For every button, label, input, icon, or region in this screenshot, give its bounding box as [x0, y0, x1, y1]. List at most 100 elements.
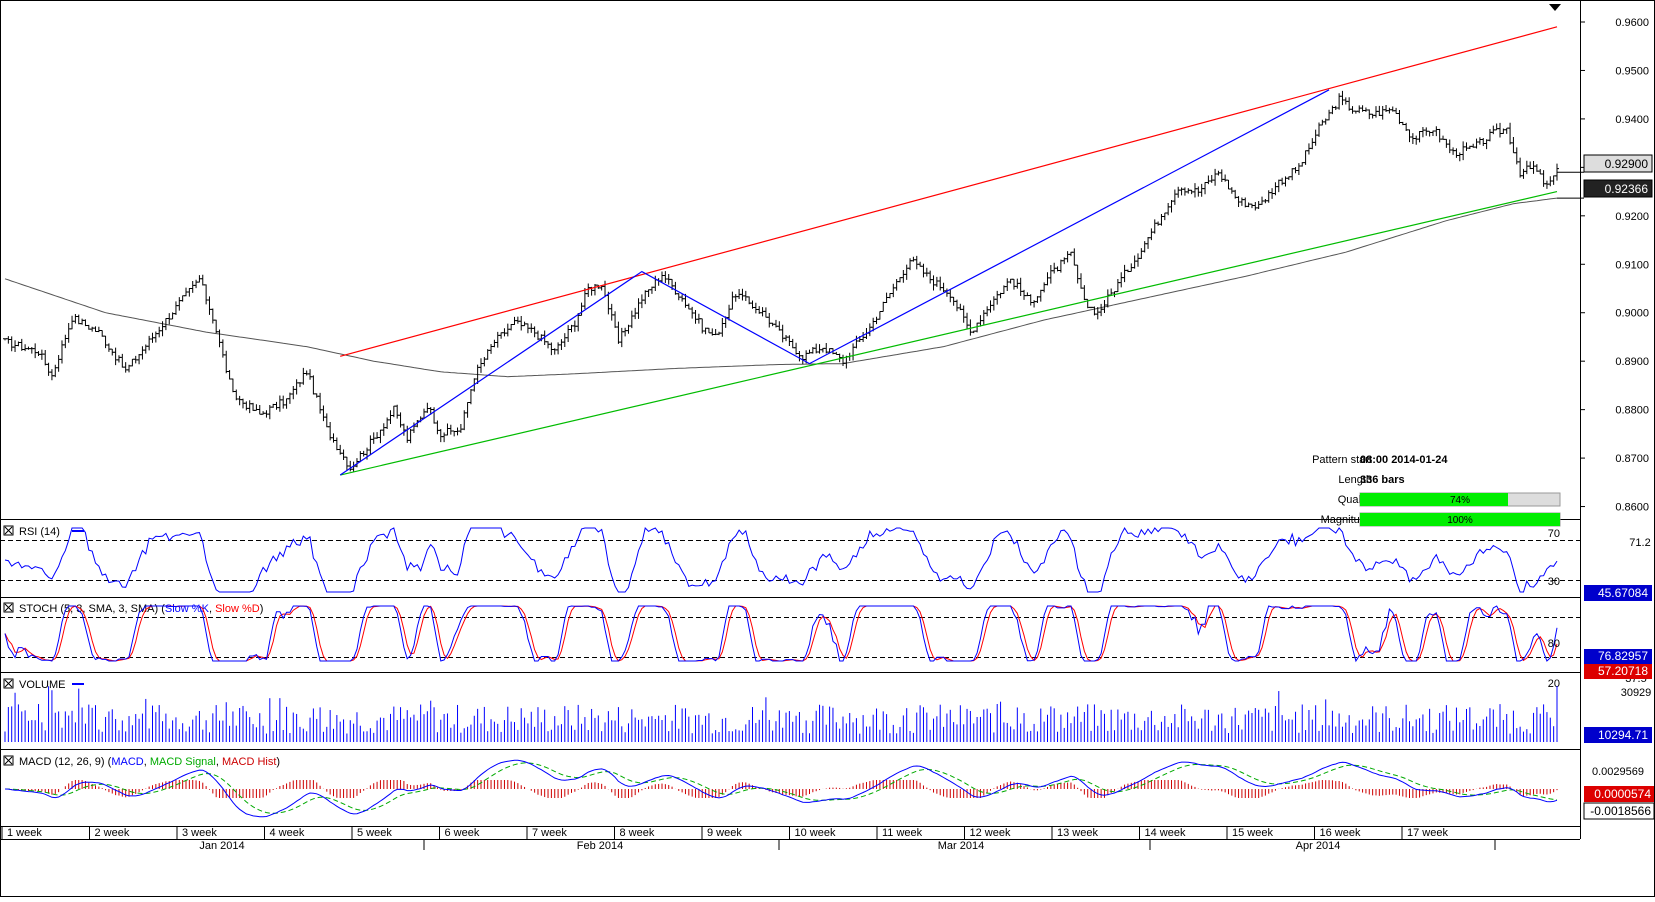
price-bar: [1149, 228, 1154, 241]
price-bar: [1139, 248, 1144, 259]
price-bar: [623, 327, 628, 337]
price-bar: [663, 271, 668, 284]
stoch-d-value-tag: [1584, 664, 1652, 679]
price-bar: [63, 334, 68, 349]
volume-title: VOLUME: [19, 679, 65, 691]
price-bar: [284, 398, 289, 409]
price-bar: [76, 314, 81, 325]
price-bar: [388, 410, 393, 424]
price-bar: [519, 315, 524, 331]
price-bar: [965, 312, 970, 330]
scroll-arrow-icon[interactable]: [1549, 4, 1561, 11]
price-bar: [465, 402, 470, 418]
price-bar: [1159, 213, 1164, 226]
price-bar: [1156, 221, 1161, 226]
rsi-level-mid-label: 71.2: [1629, 537, 1650, 549]
price-bar: [120, 353, 125, 368]
price-bar: [1337, 93, 1342, 110]
price-bar: [1320, 119, 1325, 126]
price-bar: [552, 348, 557, 355]
price-bar: [53, 364, 58, 378]
price-bar: [505, 323, 510, 337]
price-bar: [49, 369, 54, 381]
price-bar: [1196, 186, 1201, 197]
price-bar: [1082, 285, 1087, 301]
price-bar: [314, 393, 319, 398]
price-bar: [251, 402, 256, 411]
price-bar: [559, 339, 564, 350]
macd-hist-label: MACD Hist: [222, 756, 276, 768]
price-bar: [1065, 251, 1070, 263]
price-bar: [378, 429, 383, 444]
stoch-d-value: 57.20718: [1598, 664, 1648, 678]
volume-value: 10294.71: [1598, 728, 1648, 742]
price-bar: [274, 401, 279, 410]
price-bar: [991, 296, 996, 311]
price-bar: [1172, 189, 1177, 205]
price-bar: [308, 369, 313, 380]
price-bar: [73, 314, 78, 324]
macd-histogram: [7, 780, 1558, 798]
stoch-title: STOCH (5, 3, SMA, 3, SMA) (Slow %K, Slow…: [19, 603, 263, 615]
month-label: Mar 2014: [938, 840, 984, 852]
month-label: Apr 2014: [1296, 840, 1341, 852]
price-bar: [445, 423, 450, 436]
month-label: Jan 2014: [199, 840, 244, 852]
price-bar: [33, 343, 38, 359]
price-tick-label: 0.9200: [1615, 211, 1649, 223]
pattern-info: Pattern start 08:00 2014-01-24 Length 33…: [1312, 454, 1561, 527]
price-bar: [981, 309, 986, 325]
price-bar: [1072, 248, 1077, 266]
price-bar: [281, 395, 286, 409]
price-bar: [794, 342, 799, 355]
price-bar: [753, 302, 758, 314]
price-bar: [36, 351, 41, 356]
week-label: 11 week: [882, 827, 923, 839]
price-bar: [244, 401, 249, 411]
price-bar: [1219, 169, 1224, 183]
price-bar: [1340, 90, 1345, 106]
price-bar: [740, 288, 745, 301]
price-bar: [495, 331, 500, 348]
price-bar: [96, 326, 101, 333]
price-bar: [435, 420, 440, 435]
price-bar: [468, 389, 473, 405]
stoch-level-high-label: 80: [1548, 638, 1560, 650]
price-bar: [908, 258, 913, 271]
price-bar: [680, 294, 685, 302]
price-bar: [1387, 107, 1392, 114]
price-bar: [277, 395, 282, 412]
price-bar: [603, 280, 608, 298]
price-bar: [344, 456, 349, 471]
price-bar: [693, 309, 698, 324]
price-bar: [1417, 130, 1422, 143]
price-bar: [881, 301, 886, 313]
price-bar: [291, 385, 296, 400]
rsi-line: [4, 526, 1558, 593]
price-bar: [549, 342, 554, 356]
price-bar: [562, 333, 567, 348]
close-icon: [4, 603, 13, 612]
rsi-panel: RSI (14) 70 71.2 30 45.67084: [0, 525, 1652, 601]
pattern-start-label: Pattern start: [1312, 454, 1372, 466]
macd-title: MACD (12, 26, 9) (MACD, MACD Signal, MAC…: [19, 756, 280, 768]
price-bar: [311, 375, 316, 395]
price-bar: [592, 284, 597, 296]
stoch-k-line: [4, 605, 1558, 663]
price-bar: [730, 291, 735, 310]
price-bar: [1192, 183, 1197, 198]
price-bar: [1521, 168, 1526, 179]
price-bar: [207, 296, 212, 315]
price-bar: [157, 326, 162, 338]
price-bar: [1152, 219, 1157, 234]
price-bar: [1551, 175, 1556, 185]
price-bar: [294, 379, 299, 395]
price-bar: [1132, 255, 1137, 269]
price-bar: [877, 311, 882, 320]
price-bar: [1347, 97, 1352, 111]
price-bar: [1306, 143, 1311, 155]
price-bar: [1427, 130, 1432, 137]
price-bar: [1075, 264, 1080, 284]
